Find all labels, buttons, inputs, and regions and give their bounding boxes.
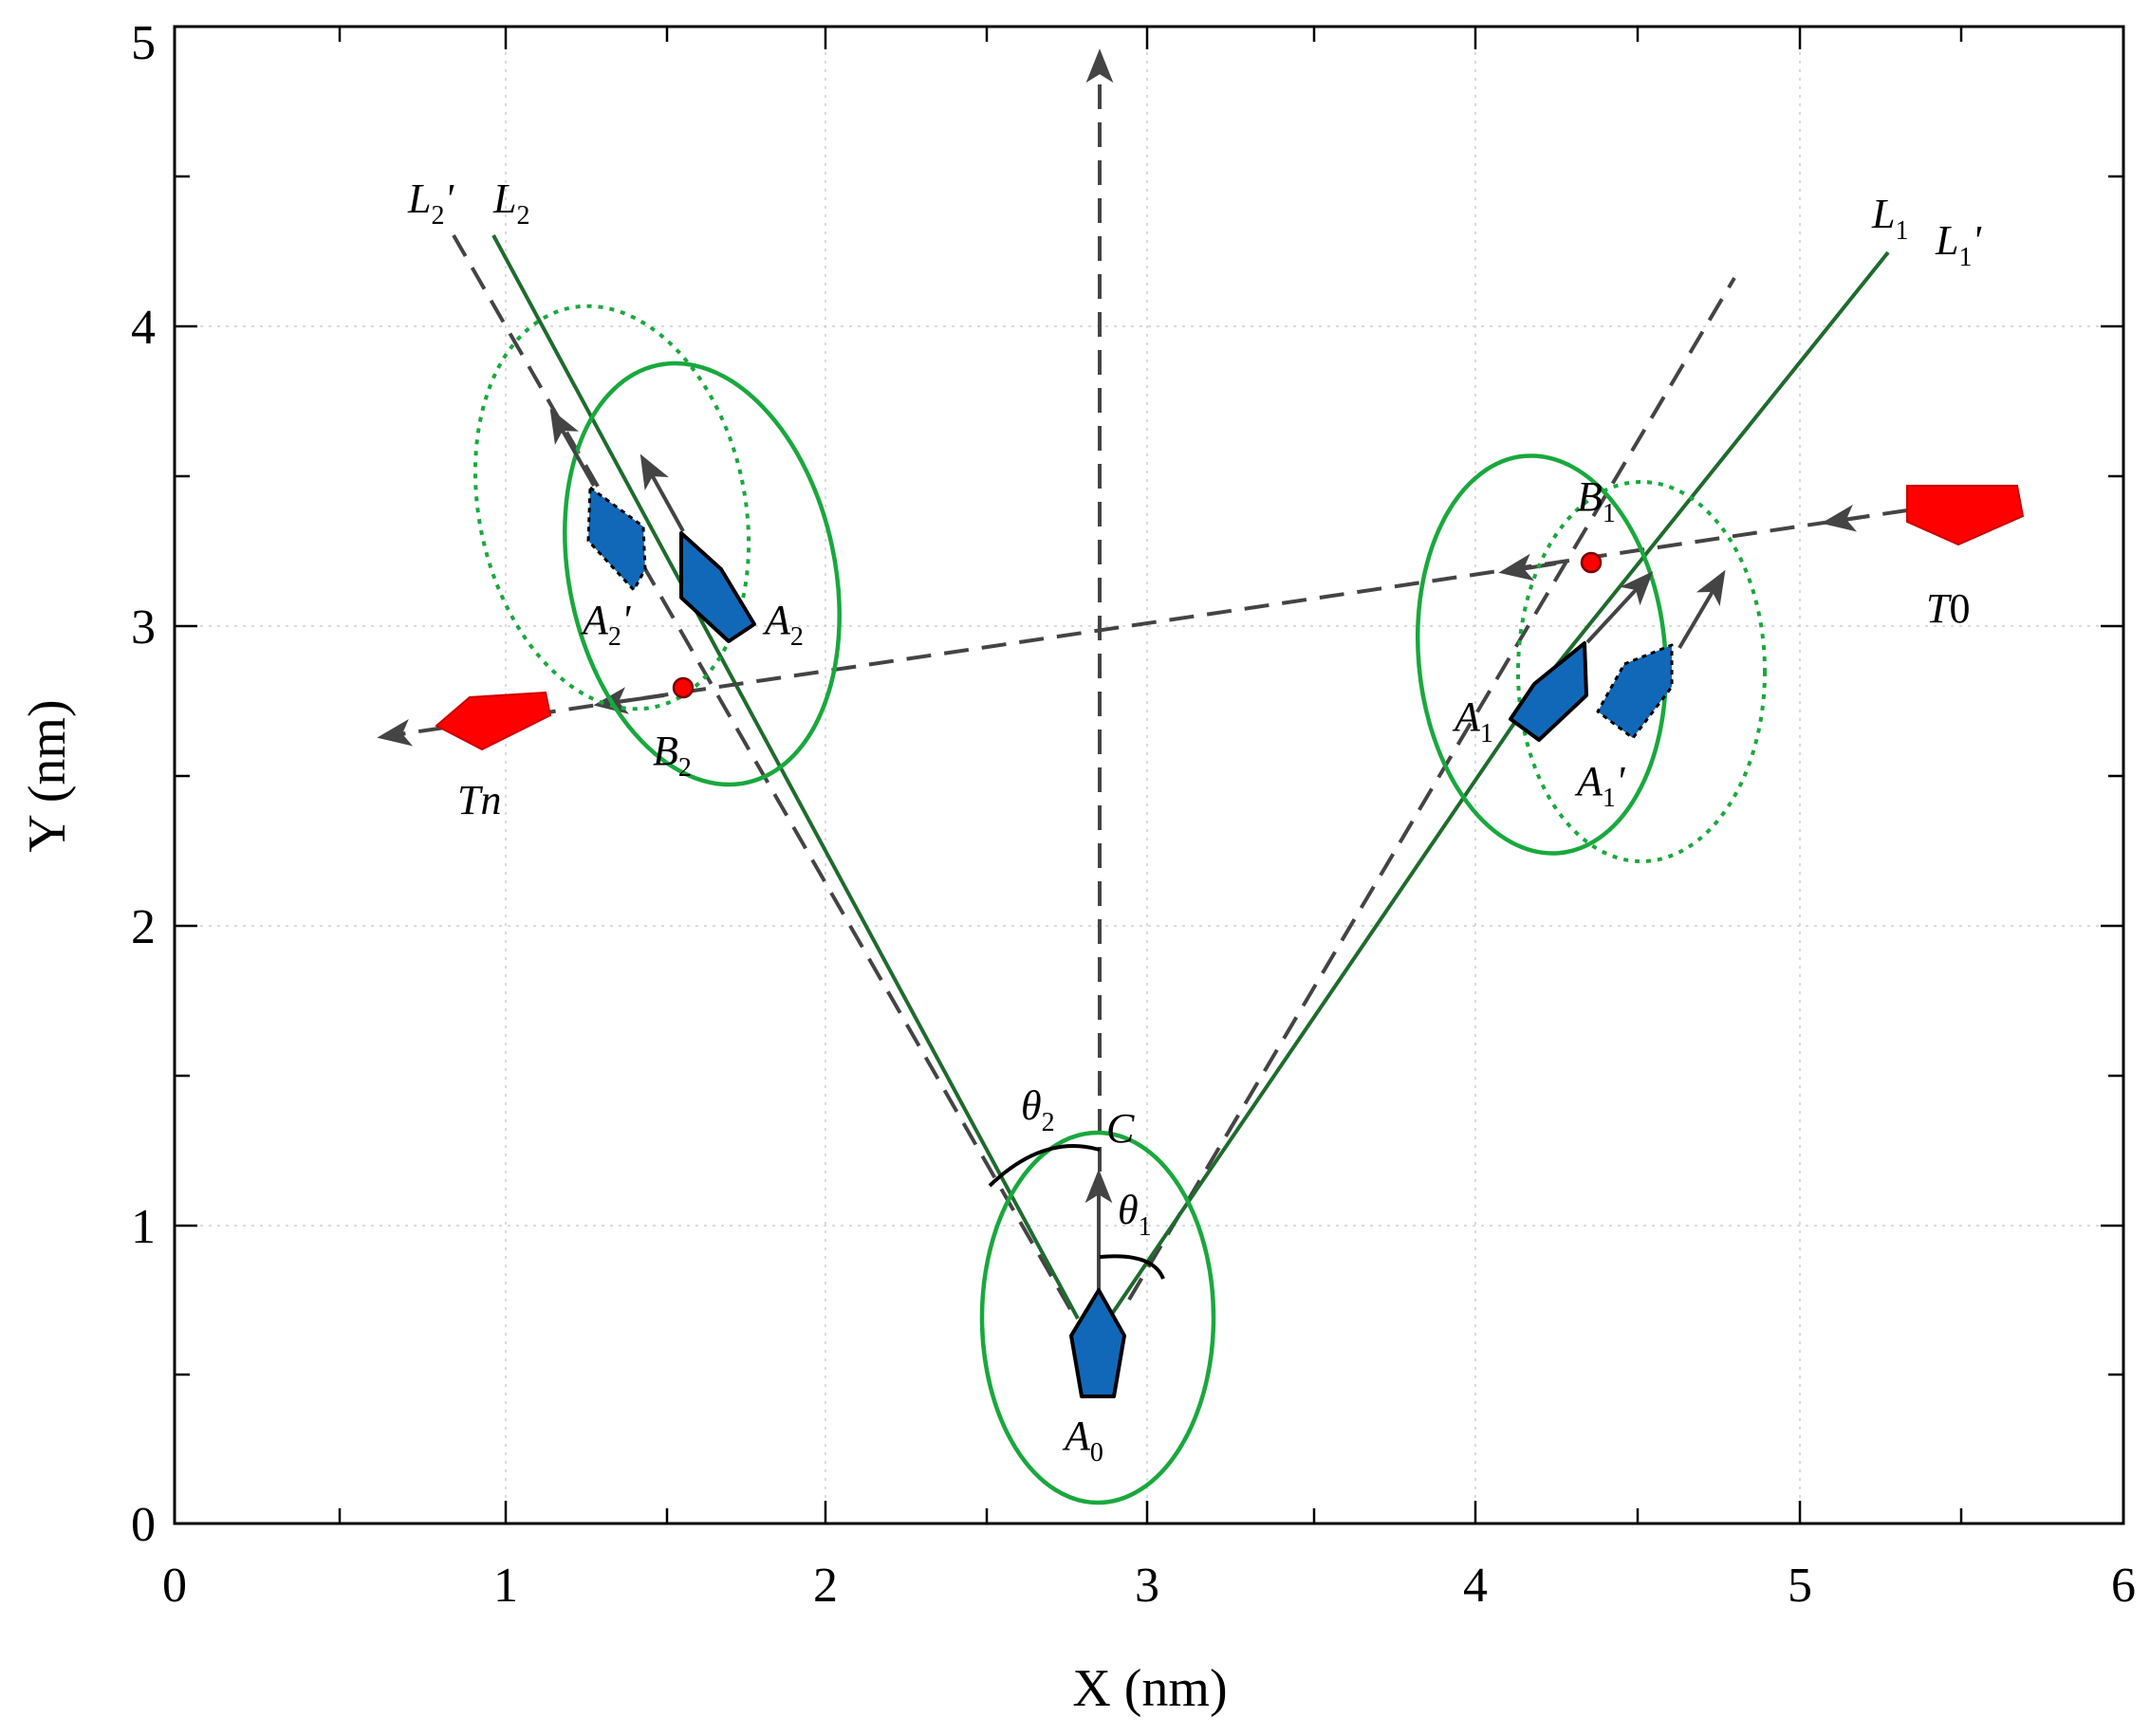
ship-heading-arrows: [549, 408, 1726, 1290]
own-ship-A1: [1509, 641, 1588, 742]
x-tick-label: 6: [2111, 1559, 2136, 1613]
label-theta1: θ1: [1118, 1187, 1152, 1242]
x-axis-title: X (nm): [1072, 1659, 1227, 1718]
x-tick-label: 4: [1463, 1559, 1488, 1613]
label-A1-prime: A1': [1574, 758, 1626, 813]
x-tick-label: 5: [1788, 1559, 1812, 1613]
y-axis-title: Y (nm): [18, 699, 77, 852]
plot-frame: [173, 25, 2125, 1525]
cpa-point-B2: [672, 676, 695, 699]
x-tick-label: 0: [162, 1559, 187, 1613]
label-T0: T0: [1926, 585, 1970, 632]
label-L2: L2: [492, 175, 529, 231]
label-Tn: Tn: [457, 777, 501, 823]
x-ticks: [338, 27, 1963, 1524]
own-ship-A0: [1069, 1288, 1126, 1398]
theta1-arc: [1099, 1254, 1165, 1280]
y-tick-label: 3: [131, 600, 156, 655]
route-L2-prime: [452, 234, 1072, 1310]
own-ship-A2: [679, 531, 756, 643]
grid: [175, 27, 2123, 1524]
ship-domain-A1: [1415, 453, 1669, 856]
label-L1-prime: L1': [1935, 217, 1982, 272]
ship-domain-A0: [979, 1130, 1216, 1505]
ship-domain-A1-prime: [1516, 480, 1767, 863]
label-B1: B1: [1577, 473, 1616, 528]
y-tick-labels: 0 1 2 3 4 5: [131, 16, 156, 1552]
theta2-arc: [988, 1144, 1101, 1188]
route-L1: [1110, 250, 1890, 1316]
y-tick-label: 2: [131, 900, 156, 954]
y-tick-label: 4: [131, 301, 156, 355]
label-B2: B2: [653, 728, 692, 783]
target-ship-Tn: [435, 691, 552, 751]
label-A2: A2: [762, 597, 804, 652]
y-ticks: [175, 175, 2123, 1376]
route-L1-prime: [1127, 276, 1736, 1302]
label-C: C: [1106, 1105, 1135, 1152]
label-L2-prime: L2': [407, 175, 454, 231]
x-tick-label: 1: [493, 1559, 518, 1613]
label-theta2: θ2: [1021, 1082, 1055, 1137]
target-track: [377, 508, 1908, 747]
own-ship-A2-prime: [586, 486, 647, 592]
cpa-point-B1: [1580, 551, 1603, 574]
label-A2-prime: A2': [580, 597, 632, 652]
label-L1: L1: [1871, 191, 1908, 246]
y-tick-label: 5: [131, 16, 156, 70]
x-tick-label: 3: [1135, 1559, 1159, 1613]
target-ship-T0: [1906, 485, 2025, 546]
x-tick-label: 2: [813, 1559, 838, 1613]
y-tick-label: 0: [131, 1498, 156, 1552]
ship-domain-A2: [563, 360, 842, 787]
x-tick-labels: 0 1 2 3 4 5 6: [162, 1559, 2136, 1613]
label-A0: A0: [1062, 1413, 1103, 1468]
ship-domain-A2-prime: [473, 304, 751, 711]
label-A1: A1: [1452, 693, 1493, 748]
y-tick-label: 1: [131, 1200, 156, 1254]
route-L2: [491, 234, 1080, 1320]
own-ship-A1-prime: [1596, 643, 1674, 740]
